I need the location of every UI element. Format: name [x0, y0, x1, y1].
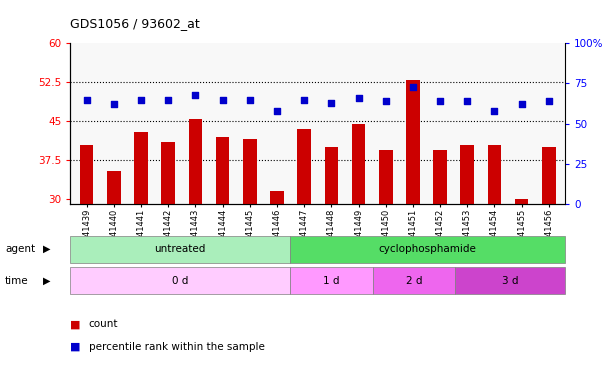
- Point: [517, 101, 527, 107]
- Text: 2 d: 2 d: [406, 276, 422, 286]
- Bar: [290, 267, 373, 294]
- Point: [435, 98, 445, 104]
- Text: ▶: ▶: [43, 276, 50, 286]
- Bar: [373, 267, 455, 294]
- Point: [381, 98, 390, 104]
- Text: 3 d: 3 d: [502, 276, 519, 286]
- Point: [463, 98, 472, 104]
- Bar: [189, 118, 202, 204]
- Bar: [515, 199, 529, 204]
- Bar: [243, 140, 257, 204]
- Bar: [107, 171, 120, 204]
- Text: count: count: [89, 320, 118, 329]
- Point: [354, 95, 364, 101]
- Bar: [455, 267, 565, 294]
- Bar: [70, 236, 290, 262]
- Point: [299, 97, 309, 103]
- Bar: [216, 137, 229, 204]
- Bar: [270, 191, 284, 204]
- Text: percentile rank within the sample: percentile rank within the sample: [89, 342, 265, 352]
- Text: ■: ■: [70, 342, 81, 352]
- Text: GDS1056 / 93602_at: GDS1056 / 93602_at: [70, 17, 200, 30]
- Point: [272, 108, 282, 114]
- Point: [326, 100, 336, 106]
- Bar: [406, 80, 420, 204]
- Point: [544, 98, 554, 104]
- Text: ▶: ▶: [43, 244, 50, 254]
- Point: [191, 92, 200, 98]
- Bar: [134, 132, 148, 204]
- Bar: [461, 144, 474, 204]
- Bar: [542, 147, 555, 204]
- Text: 1 d: 1 d: [323, 276, 340, 286]
- Text: time: time: [5, 276, 29, 286]
- Point: [109, 101, 119, 107]
- Point: [489, 108, 499, 114]
- Bar: [488, 144, 501, 204]
- Bar: [161, 142, 175, 204]
- Point: [136, 97, 146, 103]
- Bar: [298, 129, 311, 204]
- Text: cyclophosphamide: cyclophosphamide: [379, 244, 477, 254]
- Point: [408, 84, 418, 90]
- Text: ■: ■: [70, 320, 81, 329]
- Bar: [80, 144, 93, 204]
- Bar: [70, 267, 290, 294]
- Bar: [324, 147, 338, 204]
- Text: untreated: untreated: [155, 244, 206, 254]
- Text: agent: agent: [5, 244, 35, 254]
- Bar: [433, 150, 447, 204]
- Point: [163, 97, 173, 103]
- Point: [82, 97, 92, 103]
- Point: [218, 97, 227, 103]
- Bar: [352, 124, 365, 204]
- Point: [245, 97, 255, 103]
- Bar: [290, 236, 565, 262]
- Text: 0 d: 0 d: [172, 276, 188, 286]
- Bar: [379, 150, 392, 204]
